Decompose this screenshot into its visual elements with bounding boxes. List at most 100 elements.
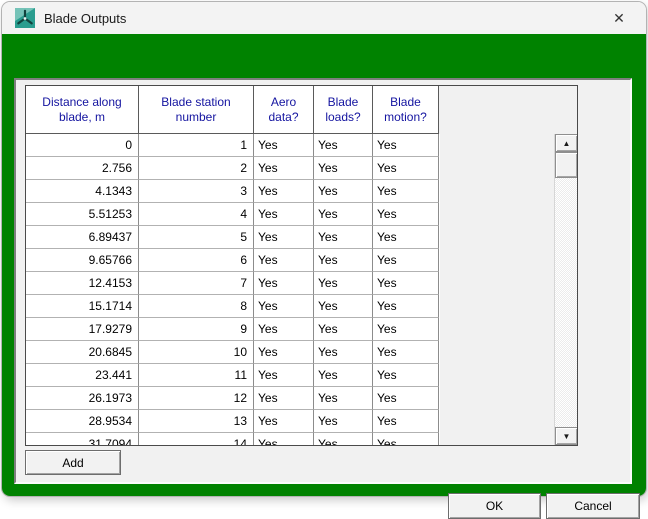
cell-aero-data[interactable]: Yes	[254, 226, 314, 249]
table-body-rows: 0 1 Yes Yes Yes 2.756 2 Yes Yes Yes 4.13…	[26, 134, 440, 445]
cell-blade-loads[interactable]: Yes	[314, 272, 373, 295]
cell-station-number[interactable]: 12	[139, 387, 254, 410]
cell-blade-loads[interactable]: Yes	[314, 387, 373, 410]
table-row: 2.756 2 Yes Yes Yes	[26, 157, 440, 180]
cell-blade-motion[interactable]: Yes	[373, 249, 439, 272]
scroll-down-button[interactable]: ▼	[555, 427, 577, 445]
cell-blade-motion[interactable]: Yes	[373, 203, 439, 226]
scroll-up-button[interactable]: ▲	[555, 134, 577, 152]
table-row: 31.7094 14 Yes Yes Yes	[26, 433, 440, 445]
cell-blade-motion[interactable]: Yes	[373, 433, 439, 445]
cell-distance[interactable]: 2.756	[26, 157, 139, 180]
cell-blade-loads[interactable]: Yes	[314, 318, 373, 341]
cell-aero-data[interactable]: Yes	[254, 364, 314, 387]
cell-distance[interactable]: 31.7094	[26, 433, 139, 445]
cell-aero-data[interactable]: Yes	[254, 134, 314, 157]
table-row: 17.9279 9 Yes Yes Yes	[26, 318, 440, 341]
cell-distance[interactable]: 28.9534	[26, 410, 139, 433]
wind-turbine-icon	[15, 8, 35, 28]
cell-aero-data[interactable]: Yes	[254, 180, 314, 203]
cell-blade-motion[interactable]: Yes	[373, 364, 439, 387]
grid-body: 0 1 Yes Yes Yes 2.756 2 Yes Yes Yes 4.13…	[26, 134, 577, 445]
scrollbar-thumb[interactable]	[555, 152, 577, 178]
blade-stations-grid: Distance along blade, m Blade station nu…	[25, 85, 578, 446]
vertical-scrollbar[interactable]: ▲ ▼	[554, 134, 577, 445]
cell-station-number[interactable]: 13	[139, 410, 254, 433]
cell-aero-data[interactable]: Yes	[254, 433, 314, 445]
table-row: 9.65766 6 Yes Yes Yes	[26, 249, 440, 272]
table-row: 28.9534 13 Yes Yes Yes	[26, 410, 440, 433]
cell-distance[interactable]: 6.89437	[26, 226, 139, 249]
cell-blade-motion[interactable]: Yes	[373, 318, 439, 341]
cell-blade-loads[interactable]: Yes	[314, 341, 373, 364]
cell-distance[interactable]: 9.65766	[26, 249, 139, 272]
table-row: 0 1 Yes Yes Yes	[26, 134, 440, 157]
cell-distance[interactable]: 12.4153	[26, 272, 139, 295]
column-header-station: Blade station number	[139, 86, 254, 134]
cell-station-number[interactable]: 2	[139, 157, 254, 180]
table-row: 23.441 11 Yes Yes Yes	[26, 364, 440, 387]
table-row: 5.51253 4 Yes Yes Yes	[26, 203, 440, 226]
cell-station-number[interactable]: 9	[139, 318, 254, 341]
cell-blade-motion[interactable]: Yes	[373, 387, 439, 410]
column-header-distance: Distance along blade, m	[26, 86, 139, 134]
cell-station-number[interactable]: 3	[139, 180, 254, 203]
cell-blade-loads[interactable]: Yes	[314, 433, 373, 445]
cell-blade-motion[interactable]: Yes	[373, 226, 439, 249]
window-title: Blade Outputs	[44, 10, 127, 26]
cell-blade-loads[interactable]: Yes	[314, 410, 373, 433]
cell-aero-data[interactable]: Yes	[254, 272, 314, 295]
cell-aero-data[interactable]: Yes	[254, 341, 314, 364]
cell-blade-loads[interactable]: Yes	[314, 226, 373, 249]
cell-distance[interactable]: 4.1343	[26, 180, 139, 203]
cell-blade-loads[interactable]: Yes	[314, 295, 373, 318]
cell-station-number[interactable]: 1	[139, 134, 254, 157]
cell-aero-data[interactable]: Yes	[254, 249, 314, 272]
cell-blade-motion[interactable]: Yes	[373, 272, 439, 295]
cell-distance[interactable]: 23.441	[26, 364, 139, 387]
cell-aero-data[interactable]: Yes	[254, 410, 314, 433]
cell-aero-data[interactable]: Yes	[254, 203, 314, 226]
cell-blade-loads[interactable]: Yes	[314, 249, 373, 272]
content-panel: Distance along blade, m Blade station nu…	[14, 78, 632, 484]
cell-station-number[interactable]: 11	[139, 364, 254, 387]
cell-blade-loads[interactable]: Yes	[314, 364, 373, 387]
cell-station-number[interactable]: 4	[139, 203, 254, 226]
cell-station-number[interactable]: 7	[139, 272, 254, 295]
cell-blade-loads[interactable]: Yes	[314, 157, 373, 180]
cell-blade-motion[interactable]: Yes	[373, 295, 439, 318]
cell-distance[interactable]: 15.1714	[26, 295, 139, 318]
ok-button[interactable]: OK	[448, 493, 541, 519]
cell-aero-data[interactable]: Yes	[254, 318, 314, 341]
cell-distance[interactable]: 20.6845	[26, 341, 139, 364]
cell-blade-motion[interactable]: Yes	[373, 134, 439, 157]
table-row: 20.6845 10 Yes Yes Yes	[26, 341, 440, 364]
cell-distance[interactable]: 5.51253	[26, 203, 139, 226]
column-header-motion: Blade motion?	[373, 86, 439, 134]
cell-distance[interactable]: 26.1973	[26, 387, 139, 410]
cell-aero-data[interactable]: Yes	[254, 387, 314, 410]
cell-blade-motion[interactable]: Yes	[373, 410, 439, 433]
cell-blade-loads[interactable]: Yes	[314, 180, 373, 203]
dialog-body: Distance along blade, m Blade station nu…	[2, 34, 646, 519]
add-button[interactable]: Add	[25, 450, 121, 475]
cell-station-number[interactable]: 10	[139, 341, 254, 364]
cell-distance[interactable]: 0	[26, 134, 139, 157]
cell-station-number[interactable]: 5	[139, 226, 254, 249]
cell-blade-motion[interactable]: Yes	[373, 341, 439, 364]
cell-station-number[interactable]: 6	[139, 249, 254, 272]
table-row: 6.89437 5 Yes Yes Yes	[26, 226, 440, 249]
cell-station-number[interactable]: 14	[139, 433, 254, 445]
cell-blade-loads[interactable]: Yes	[314, 134, 373, 157]
cell-blade-motion[interactable]: Yes	[373, 180, 439, 203]
close-button[interactable]: ✕	[613, 9, 625, 26]
cell-blade-loads[interactable]: Yes	[314, 203, 373, 226]
cell-aero-data[interactable]: Yes	[254, 157, 314, 180]
cell-station-number[interactable]: 8	[139, 295, 254, 318]
cancel-button[interactable]: Cancel	[546, 493, 640, 519]
table-row: 26.1973 12 Yes Yes Yes	[26, 387, 440, 410]
cell-distance[interactable]: 17.9279	[26, 318, 139, 341]
cell-blade-motion[interactable]: Yes	[373, 157, 439, 180]
cell-aero-data[interactable]: Yes	[254, 295, 314, 318]
